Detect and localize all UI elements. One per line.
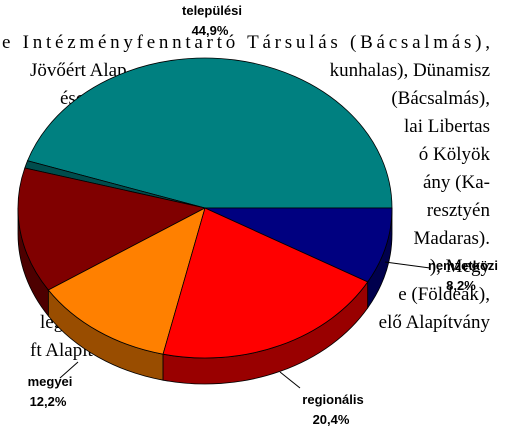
value-label: 12,2% — [30, 394, 67, 409]
pie-slice — [47, 207, 206, 355]
background-text: e Intézményfenntartó Társulás (Bácsalmás… — [2, 32, 490, 53]
pie-slice — [162, 207, 369, 359]
category-label: nemzetközi — [428, 258, 498, 273]
leader-line — [59, 361, 79, 379]
category-label: regionális — [302, 392, 363, 407]
background-text: lai Libertas — [404, 116, 490, 137]
pie-slice — [17, 167, 207, 291]
value-label: 44,9% — [192, 23, 229, 38]
category-label: megyei — [28, 374, 73, 389]
pie-slice — [26, 57, 393, 209]
background-text: ó Kölyök — [419, 144, 491, 165]
background-text: e (Földeák), — [398, 284, 490, 305]
background-text: kunhalas), Dünamisz — [330, 60, 490, 81]
leader-line — [279, 371, 301, 389]
background-text: elő Alapítvány — [379, 312, 491, 333]
pie-slice — [204, 207, 393, 283]
background-text: Jövőért Alap — [30, 60, 127, 81]
background-text: ), Megy — [430, 256, 491, 277]
value-label: 20,4% — [313, 412, 350, 427]
value-label: 8,2% — [446, 278, 476, 293]
background-text: Madaras). — [414, 228, 491, 249]
background-text: resztyén — [427, 200, 491, 221]
leader-line — [384, 261, 431, 269]
category-label: települési — [182, 3, 242, 18]
background-text: (Bácsalmás), — [391, 88, 490, 109]
background-text: ány (Ka- — [423, 172, 490, 193]
